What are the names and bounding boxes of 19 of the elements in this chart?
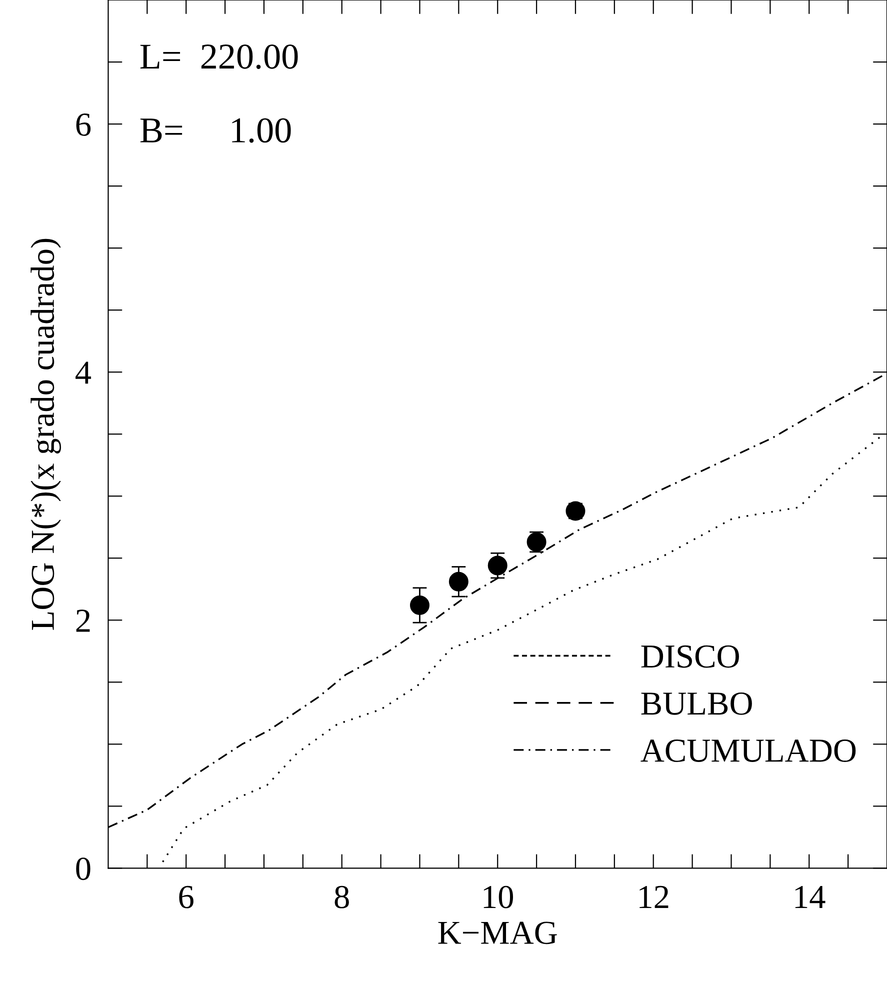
legend-label: BULBO	[641, 692, 752, 715]
x-tick-label: 6	[179, 886, 194, 908]
y-axis-title: LOG N(*)(x grado cuadrado)	[30, 238, 61, 630]
legend-label: ACUMULADO	[640, 740, 856, 762]
y-tick-label: 6	[76, 114, 91, 136]
x-axis-title: K−MAG	[438, 922, 557, 944]
point	[448, 572, 468, 592]
y-tick-label: 2	[76, 610, 90, 632]
x-tick-label: 10	[484, 886, 514, 908]
y-tick-label: 0	[76, 858, 90, 880]
annotation: L= 220.00	[140, 44, 298, 69]
x-tick-label: 14	[795, 886, 826, 908]
annotation: B= 1.00	[140, 118, 291, 143]
point	[488, 556, 508, 576]
point	[410, 596, 430, 615]
y-tick-label: 4	[76, 362, 92, 384]
legend-label: DISCO	[641, 645, 739, 668]
x-tick-label: 12	[640, 886, 668, 908]
x-tick-label: 8	[334, 886, 349, 908]
